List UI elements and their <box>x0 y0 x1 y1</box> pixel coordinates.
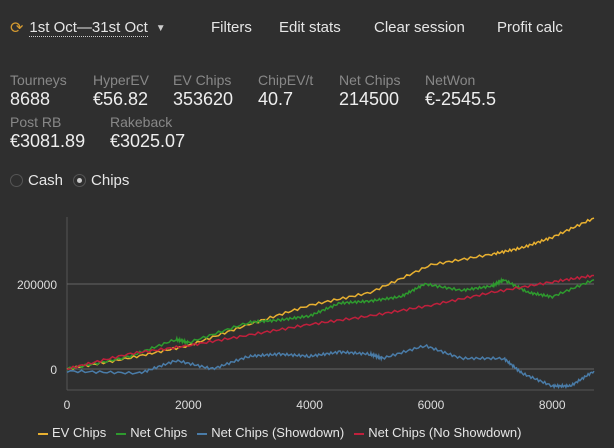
stat-value: 8688 <box>10 89 51 109</box>
stat-label: Tourneys <box>10 72 67 88</box>
stat-value: 353620 <box>173 89 234 109</box>
legend-swatch <box>38 432 48 435</box>
series-line-net-chips <box>66 277 595 371</box>
stat-value: 214500 <box>339 89 400 109</box>
series-line-net-chips-no-showdown <box>66 274 594 370</box>
legend-label: Net Chips (Showdown) <box>211 425 345 440</box>
stat-hyperev: HyperEV €56.82 <box>93 72 149 110</box>
stat-ev-chips: EV Chips 353620 <box>173 72 233 110</box>
filters-button[interactable]: Filters <box>211 19 252 36</box>
stat-tourneys: Tourneys 8688 <box>10 72 67 110</box>
legend-swatch <box>354 432 365 435</box>
stat-value: €3025.07 <box>110 131 186 151</box>
stat-value: €3081.89 <box>10 131 86 151</box>
legend: EV Chips Net Chips Net Chips (Showdown) Net… <box>38 425 521 440</box>
x-tick-label: 2000 <box>175 398 202 412</box>
legend-item[interactable]: EV Chips <box>38 425 106 440</box>
chips-radio[interactable] <box>73 174 87 187</box>
legend-label: Net Chips (No Showdown) <box>368 425 522 440</box>
edit-stats-button[interactable]: Edit stats <box>279 19 341 36</box>
y-tick-label: 200000 <box>17 278 57 292</box>
chips-label[interactable]: Chips <box>91 172 130 189</box>
stat-label: Post RB <box>10 114 62 130</box>
series-line-ev-chips <box>66 217 595 371</box>
stat-netwon: NetWon €-2545.5 <box>425 72 496 110</box>
stat-label: HyperEV <box>93 72 150 88</box>
stat-label: NetWon <box>425 72 476 88</box>
legend-swatch <box>197 432 208 435</box>
stat-net-chips: Net Chips 214500 <box>339 72 400 110</box>
legend-item[interactable]: Net Chips (No Showdown) <box>354 425 521 440</box>
legend-label: Net Chips <box>130 425 188 440</box>
x-tick-label: 0 <box>64 398 71 412</box>
stat-value: 40.7 <box>258 89 294 109</box>
clear-session-button[interactable]: Clear session <box>374 19 465 36</box>
stat-label: ChipEV/t <box>258 72 314 88</box>
stat-label: EV Chips <box>173 72 232 88</box>
stat-rakeback: Rakeback €3025.07 <box>110 114 185 152</box>
stat-label: Net Chips <box>339 72 401 88</box>
x-tick-label: 6000 <box>418 398 445 412</box>
legend-item[interactable]: Net Chips (Showdown) <box>197 425 344 440</box>
x-tick-label: 8000 <box>539 398 566 412</box>
legend-swatch <box>116 432 127 435</box>
y-tick-label: 0 <box>50 363 57 377</box>
date-range-picker[interactable]: ⟳ 1st Oct—31st Oct ▼ <box>10 18 166 38</box>
profit-calc-button[interactable]: Profit calc <box>497 19 563 36</box>
legend-label: EV Chips <box>52 425 107 440</box>
stat-value: €56.82 <box>93 89 149 109</box>
stat-post-rb: Post RB €3081.89 <box>10 114 85 152</box>
cash-label[interactable]: Cash <box>28 172 64 189</box>
x-tick-label: 4000 <box>296 398 323 412</box>
date-range[interactable]: 1st Oct—31st Oct <box>29 19 148 37</box>
stat-chipev-t: ChipEV/t 40.7 <box>258 72 313 110</box>
chevron-down-icon[interactable]: ▼ <box>155 22 166 34</box>
refresh-icon[interactable]: ⟳ <box>10 20 24 37</box>
series-line-net-chips-showdown <box>66 343 595 390</box>
cash-radio[interactable] <box>10 174 23 187</box>
legend-item[interactable]: Net Chips <box>116 425 187 440</box>
stat-value: €-2545.5 <box>425 89 497 109</box>
stat-label: Rakeback <box>110 114 173 130</box>
